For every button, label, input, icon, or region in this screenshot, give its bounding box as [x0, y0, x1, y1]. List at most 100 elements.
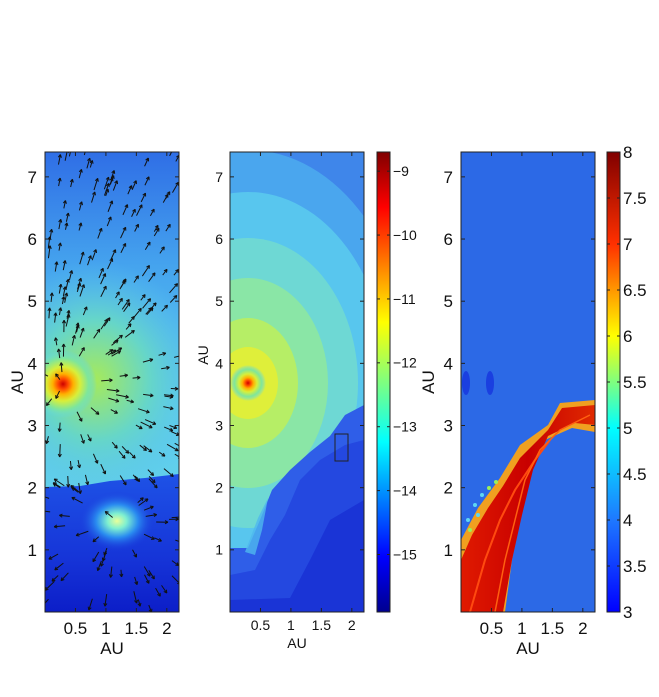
velocity-arrow — [122, 204, 128, 216]
velocity-arrow-head — [163, 589, 168, 594]
velocity-arrow — [133, 591, 138, 604]
velocity-arrow-head — [77, 282, 82, 287]
velocity-arrow — [171, 575, 179, 584]
velocity-arrow — [45, 436, 49, 444]
velocity-arrow-head — [106, 317, 111, 322]
velocity-arrow — [143, 566, 151, 577]
velocity-arrow-head — [164, 304, 168, 309]
colorbar-middle-frame — [376, 151, 391, 613]
velocity-arrow-head — [153, 513, 158, 518]
velocity-arrow — [171, 560, 179, 566]
velocity-arrow — [128, 316, 135, 324]
y-tick-label: 7 — [215, 169, 223, 185]
velocity-arrow-head — [151, 575, 155, 580]
velocity-arrow-head — [64, 222, 69, 227]
velocity-arrow-head — [93, 249, 98, 253]
velocity-arrow-head — [56, 348, 61, 353]
velocity-arrow — [58, 219, 62, 230]
velocity-arrow-head — [68, 466, 74, 471]
velocity-arrow-head — [148, 448, 153, 453]
velocity-arrow — [120, 569, 123, 577]
velocity-arrow-head — [114, 410, 118, 414]
y-tick-label: 1 — [215, 542, 223, 558]
velocity-arrow — [76, 282, 81, 293]
velocity-arrow — [174, 355, 179, 358]
velocity-arrow-head — [145, 176, 150, 181]
colorbar-tick-label: −12 — [393, 355, 417, 371]
velocity-arrow — [131, 180, 137, 190]
velocity-arrow — [163, 426, 174, 432]
panel-left: 0.5 1 1.5 2 1 2 3 4 5 6 7 AU AU — [8, 151, 184, 658]
velocity-arrow-head — [157, 592, 161, 597]
velocity-arrow — [48, 553, 59, 560]
velocity-arrow-head — [149, 393, 154, 398]
colorbar-tick-label: 4.5 — [623, 465, 647, 484]
velocity-arrow — [47, 236, 51, 248]
x-tick-label: 1 — [287, 617, 295, 633]
velocity-arrow-head — [78, 417, 83, 422]
velocity-arrow-head — [85, 481, 90, 486]
velocity-arrow-head — [96, 328, 101, 333]
x-tick-label: 1 — [101, 619, 110, 638]
velocity-arrow-head — [143, 447, 147, 452]
velocity-arrow-head — [83, 306, 88, 311]
velocity-arrow-head — [150, 536, 155, 540]
velocity-arrow — [116, 394, 129, 398]
velocity-arrow-head — [54, 261, 59, 266]
velocity-arrow — [174, 453, 179, 458]
y-tick-label: 4 — [28, 354, 37, 373]
velocity-arrow — [78, 201, 83, 211]
velocity-arrow — [64, 152, 68, 161]
velocity-arrow-head — [122, 278, 127, 283]
velocity-arrow-head — [79, 201, 83, 206]
velocity-arrow — [54, 562, 64, 571]
velocity-arrow-head — [125, 449, 130, 454]
velocity-arrow-head — [113, 444, 118, 449]
velocity-arrow — [137, 408, 150, 413]
velocity-arrow — [61, 296, 65, 305]
velocity-arrow-head — [146, 241, 151, 246]
velocity-arrow — [129, 451, 136, 459]
velocity-arrow — [119, 475, 127, 486]
velocity-arrow-head — [70, 485, 75, 489]
panel-left-frame — [44, 151, 180, 613]
velocity-arrow — [51, 575, 59, 582]
velocity-arrow-head — [181, 515, 184, 518]
velocity-arrow — [158, 352, 166, 356]
velocity-arrow — [121, 446, 130, 454]
velocity-arrow-head — [150, 472, 155, 476]
velocity-arrow-head — [78, 222, 83, 227]
velocity-arrow — [143, 506, 154, 511]
velocity-arrows — [45, 152, 184, 612]
velocity-arrow — [65, 314, 70, 327]
velocity-arrow — [100, 555, 106, 567]
velocity-arrow — [124, 330, 135, 338]
velocity-arrow — [120, 243, 127, 254]
y-tick-label: 7 — [444, 168, 453, 187]
x-tick-label: 0.5 — [251, 617, 271, 633]
velocity-arrow — [75, 530, 89, 537]
velocity-arrow — [48, 307, 51, 319]
colorbar-tick-label: 5.5 — [623, 373, 647, 392]
velocity-arrow — [144, 574, 150, 584]
colorbar-tick-label: 4 — [623, 511, 632, 530]
velocity-arrow — [88, 598, 93, 611]
velocity-arrow — [132, 549, 137, 558]
velocity-arrow — [86, 158, 91, 169]
y-tick-label: 6 — [215, 231, 223, 247]
velocity-arrow — [165, 191, 171, 200]
velocity-arrow-head — [103, 602, 108, 607]
velocity-arrow — [161, 366, 170, 370]
velocity-arrow-head — [145, 579, 150, 584]
velocity-arrow — [54, 261, 58, 272]
velocity-arrow-head — [108, 574, 113, 578]
velocity-arrow — [60, 362, 63, 373]
velocity-arrow-head — [164, 520, 169, 525]
velocity-arrow — [106, 216, 112, 227]
velocity-arrow-head — [47, 245, 52, 250]
y-tick-label: 5 — [215, 293, 223, 309]
velocity-arrow — [66, 310, 70, 319]
colorbar-tick-label: −13 — [393, 419, 417, 435]
velocity-arrow-head — [55, 373, 59, 378]
velocity-arrow — [60, 572, 69, 581]
